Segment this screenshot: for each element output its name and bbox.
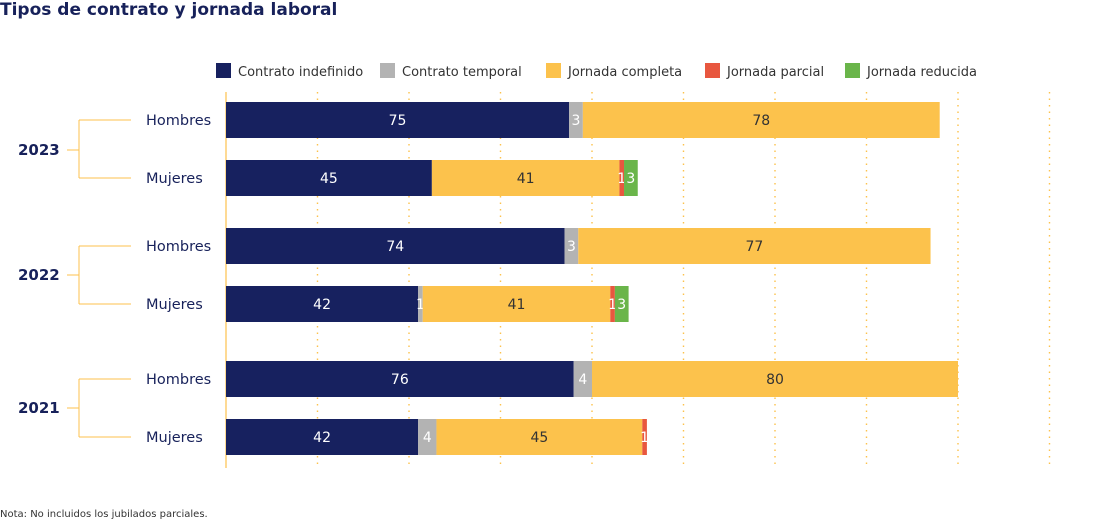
bar-2022-mujeres-1 bbox=[418, 286, 423, 322]
bar-2021-mujeres-2 bbox=[436, 419, 643, 455]
bar-2022-hombres-1 bbox=[564, 228, 579, 264]
bar-2022-mujeres-0 bbox=[226, 286, 419, 322]
bar-2023-mujeres-3 bbox=[619, 160, 625, 196]
bar-2021-hombres-1 bbox=[573, 361, 592, 397]
bar-2023-hombres-0 bbox=[226, 102, 570, 138]
data-label-2023-hombres-2: 78 bbox=[752, 113, 770, 129]
data-label-2021-hombres-1: 4 bbox=[578, 372, 587, 388]
legend-swatch-1 bbox=[380, 63, 395, 78]
row-label-2021-mujeres: Mujeres bbox=[146, 430, 203, 446]
year-label-2022: 2022 bbox=[18, 266, 60, 284]
legend-label-1: Contrato temporal bbox=[402, 65, 522, 80]
row-label-2023-mujeres: Mujeres bbox=[146, 171, 203, 187]
bar-2023-hombres-2 bbox=[582, 102, 940, 138]
bar-2021-mujeres-1 bbox=[418, 419, 437, 455]
legend-swatch-0 bbox=[216, 63, 231, 78]
row-label-2022-mujeres: Mujeres bbox=[146, 297, 203, 313]
data-label-2021-mujeres-0: 42 bbox=[313, 430, 331, 446]
bar-2022-mujeres-3 bbox=[610, 286, 615, 322]
data-label-2022-mujeres-1: 1 bbox=[416, 297, 425, 313]
bar-2021-mujeres-0 bbox=[226, 419, 419, 455]
data-label-2021-hombres-2: 80 bbox=[766, 372, 784, 388]
data-label-2022-mujeres-4: 3 bbox=[617, 297, 626, 313]
legend-label-2: Jornada completa bbox=[567, 65, 682, 80]
bar-2022-hombres-0 bbox=[226, 228, 565, 264]
bar-2021-mujeres-3 bbox=[642, 419, 647, 455]
bar-2023-mujeres-4 bbox=[624, 160, 638, 196]
data-label-2021-mujeres-1: 4 bbox=[423, 430, 432, 446]
bar-2023-hombres-1 bbox=[569, 102, 583, 138]
data-label-2022-hombres-2: 77 bbox=[745, 239, 763, 255]
data-label-2023-hombres-1: 3 bbox=[572, 113, 581, 129]
legend-swatch-4 bbox=[845, 63, 860, 78]
row-label-2023-hombres: Hombres bbox=[146, 113, 211, 129]
chart-note: Nota: No incluidos los jubilados parcial… bbox=[0, 509, 208, 520]
bar-2023-mujeres-2 bbox=[431, 160, 620, 196]
year-label-2023: 2023 bbox=[18, 141, 60, 159]
data-label-2021-mujeres-3: 1 bbox=[640, 430, 649, 446]
legend-swatch-2 bbox=[546, 63, 561, 78]
bar-2022-mujeres-2 bbox=[422, 286, 611, 322]
data-label-2021-mujeres-2: 45 bbox=[530, 430, 548, 446]
year-label-2021: 2021 bbox=[18, 399, 60, 417]
legend-label-4: Jornada reducida bbox=[866, 65, 977, 80]
legend-swatch-3 bbox=[705, 63, 720, 78]
row-label-2021-hombres: Hombres bbox=[146, 372, 211, 388]
bar-2021-hombres-2 bbox=[592, 361, 958, 397]
data-label-2022-hombres-0: 74 bbox=[386, 239, 404, 255]
bar-2021-hombres-0 bbox=[226, 361, 574, 397]
data-label-2021-hombres-0: 76 bbox=[391, 372, 409, 388]
legend-label-0: Contrato indefinido bbox=[238, 65, 363, 80]
data-label-2022-hombres-1: 3 bbox=[567, 239, 576, 255]
data-label-2023-hombres-0: 75 bbox=[389, 113, 407, 129]
data-label-2023-mujeres-2: 41 bbox=[517, 171, 535, 187]
data-label-2023-mujeres-3: 1 bbox=[617, 171, 626, 187]
bar-2023-mujeres-0 bbox=[226, 160, 432, 196]
data-label-2023-mujeres-4: 3 bbox=[626, 171, 635, 187]
legend-label-3: Jornada parcial bbox=[726, 65, 824, 80]
bar-2022-mujeres-4 bbox=[614, 286, 629, 322]
chart-title: Tipos de contrato y jornada laboral bbox=[0, 0, 338, 20]
data-label-2023-mujeres-0: 45 bbox=[320, 171, 338, 187]
data-label-2022-mujeres-0: 42 bbox=[313, 297, 331, 313]
data-label-2022-mujeres-2: 41 bbox=[508, 297, 526, 313]
data-label-2022-mujeres-3: 1 bbox=[608, 297, 617, 313]
bar-2022-hombres-2 bbox=[578, 228, 931, 264]
row-label-2022-hombres: Hombres bbox=[146, 239, 211, 255]
